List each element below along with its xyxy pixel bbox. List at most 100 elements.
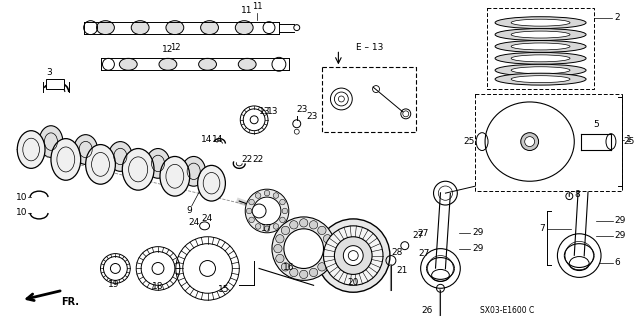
Text: 24: 24 — [189, 218, 199, 228]
Text: 18: 18 — [152, 282, 164, 291]
Text: 8: 8 — [575, 190, 580, 199]
Ellipse shape — [264, 226, 270, 232]
Text: 5: 5 — [593, 120, 599, 129]
Ellipse shape — [299, 219, 308, 227]
Ellipse shape — [282, 263, 290, 271]
Text: 10: 10 — [16, 208, 27, 218]
Ellipse shape — [238, 58, 256, 70]
Ellipse shape — [485, 102, 575, 181]
Ellipse shape — [299, 270, 308, 279]
Text: 27: 27 — [413, 231, 424, 240]
Text: 3: 3 — [46, 68, 52, 77]
Text: 11: 11 — [252, 2, 262, 11]
Ellipse shape — [197, 165, 225, 201]
Ellipse shape — [255, 193, 261, 198]
Ellipse shape — [122, 148, 154, 190]
Ellipse shape — [276, 235, 284, 243]
Text: FR.: FR. — [61, 297, 79, 307]
Ellipse shape — [201, 21, 218, 35]
Ellipse shape — [253, 197, 281, 225]
Ellipse shape — [264, 190, 270, 196]
Bar — [322, 67, 416, 132]
Ellipse shape — [146, 148, 170, 178]
Text: 13: 13 — [259, 108, 271, 116]
Text: 26: 26 — [421, 306, 433, 315]
Ellipse shape — [310, 221, 318, 229]
Text: 23: 23 — [306, 112, 318, 121]
Ellipse shape — [273, 224, 279, 229]
Ellipse shape — [495, 41, 586, 52]
Ellipse shape — [317, 219, 390, 292]
Ellipse shape — [274, 244, 282, 253]
Ellipse shape — [495, 52, 586, 64]
Ellipse shape — [39, 126, 63, 157]
Ellipse shape — [280, 217, 285, 223]
Ellipse shape — [521, 133, 539, 150]
Text: 6: 6 — [614, 258, 620, 267]
Ellipse shape — [245, 189, 289, 233]
Text: 24: 24 — [201, 214, 213, 223]
Ellipse shape — [284, 229, 324, 268]
Ellipse shape — [110, 263, 120, 273]
Ellipse shape — [290, 268, 298, 276]
Text: 22: 22 — [252, 155, 264, 164]
Ellipse shape — [324, 235, 332, 243]
Ellipse shape — [511, 43, 570, 50]
Text: 2: 2 — [614, 13, 620, 22]
Text: 29: 29 — [614, 216, 626, 225]
Ellipse shape — [511, 31, 570, 38]
Ellipse shape — [97, 21, 115, 35]
Text: 23: 23 — [297, 105, 308, 114]
Text: 10: 10 — [16, 193, 27, 202]
Text: SX03-E1600 C: SX03-E1600 C — [480, 306, 534, 315]
Ellipse shape — [272, 217, 336, 280]
Text: 12: 12 — [162, 45, 174, 54]
Ellipse shape — [495, 73, 586, 85]
Text: 7: 7 — [539, 224, 545, 233]
Ellipse shape — [310, 268, 318, 276]
Ellipse shape — [324, 254, 332, 263]
Ellipse shape — [252, 204, 266, 218]
Text: 29: 29 — [472, 244, 483, 253]
Ellipse shape — [249, 217, 254, 223]
Ellipse shape — [119, 58, 137, 70]
Ellipse shape — [273, 193, 279, 198]
Text: 27: 27 — [419, 249, 429, 258]
Text: 9: 9 — [187, 206, 192, 215]
Ellipse shape — [280, 199, 285, 205]
Ellipse shape — [282, 208, 288, 214]
Text: 20: 20 — [348, 278, 359, 287]
Ellipse shape — [51, 139, 81, 180]
Ellipse shape — [511, 55, 570, 62]
Text: 12: 12 — [169, 44, 180, 52]
Ellipse shape — [17, 131, 45, 168]
Ellipse shape — [290, 221, 298, 229]
Text: 16: 16 — [283, 262, 294, 271]
Bar — [475, 94, 622, 191]
Ellipse shape — [282, 226, 290, 235]
Ellipse shape — [525, 137, 534, 147]
Ellipse shape — [318, 226, 326, 235]
Ellipse shape — [326, 244, 334, 253]
Ellipse shape — [85, 145, 115, 184]
Ellipse shape — [159, 58, 177, 70]
Ellipse shape — [511, 67, 570, 74]
Ellipse shape — [495, 28, 586, 41]
Bar — [46, 79, 64, 89]
Text: 28: 28 — [391, 248, 403, 257]
Ellipse shape — [199, 260, 215, 276]
Ellipse shape — [166, 21, 183, 35]
Ellipse shape — [276, 254, 284, 263]
Ellipse shape — [334, 237, 372, 275]
Ellipse shape — [108, 141, 132, 171]
Ellipse shape — [247, 208, 252, 214]
Text: 21: 21 — [396, 266, 407, 275]
Text: 11: 11 — [241, 6, 253, 15]
Text: 19: 19 — [108, 280, 119, 289]
Ellipse shape — [324, 226, 383, 285]
Text: 1: 1 — [626, 135, 631, 144]
Ellipse shape — [255, 224, 261, 229]
Ellipse shape — [131, 21, 149, 35]
Text: 29: 29 — [614, 231, 626, 240]
Text: 14: 14 — [211, 135, 223, 144]
